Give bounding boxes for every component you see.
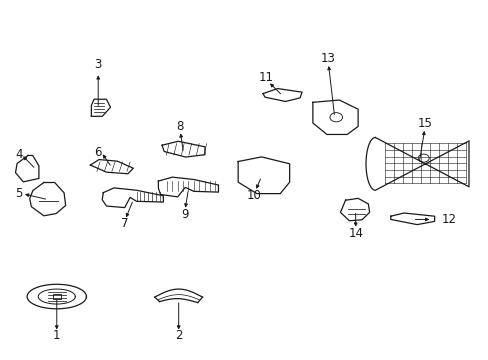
Text: 3: 3 bbox=[94, 58, 102, 71]
Text: 2: 2 bbox=[175, 329, 182, 342]
Text: 6: 6 bbox=[94, 145, 102, 158]
Text: 10: 10 bbox=[246, 189, 261, 202]
Text: 5: 5 bbox=[16, 187, 23, 200]
Text: 8: 8 bbox=[176, 120, 183, 133]
Bar bbox=[53, 294, 61, 299]
Text: 12: 12 bbox=[441, 213, 456, 226]
Text: 1: 1 bbox=[53, 329, 61, 342]
Text: 14: 14 bbox=[347, 226, 363, 239]
Text: 7: 7 bbox=[121, 217, 128, 230]
Text: 4: 4 bbox=[16, 148, 23, 161]
Text: 15: 15 bbox=[417, 117, 431, 130]
Text: 11: 11 bbox=[258, 71, 273, 84]
Text: 9: 9 bbox=[181, 208, 188, 221]
Text: 13: 13 bbox=[320, 52, 335, 65]
